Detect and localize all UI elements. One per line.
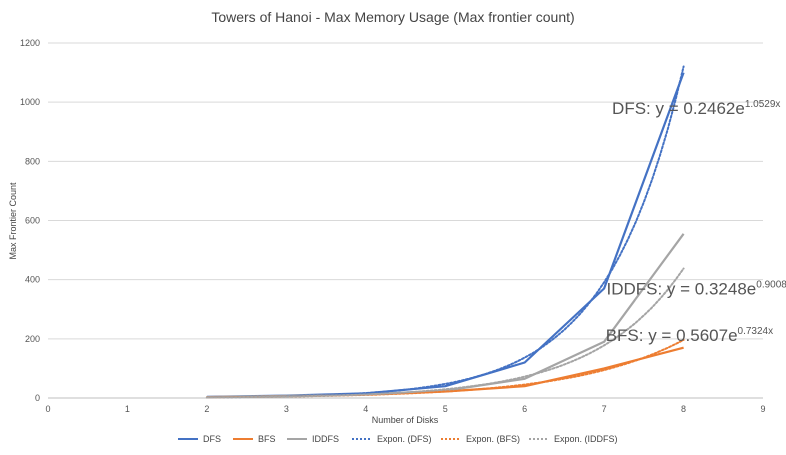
x-tick-label: 5: [443, 404, 448, 414]
x-tick-label: 7: [602, 404, 607, 414]
series-line-iddfs: [206, 233, 685, 399]
y-tick-label: 400: [25, 275, 40, 285]
legend: DFS BFS IDDFS Expon. (DFS) Expon. (BFS) Expon…: [178, 434, 618, 444]
x-tick-label: 4: [363, 404, 368, 414]
legend-label: Expon. (DFS): [377, 434, 432, 444]
chart-title: Towers of Hanoi - Max Memory Usage (Max …: [211, 9, 574, 25]
legend-label: IDDFS: [312, 434, 339, 444]
trend-equation-dfs: DFS: y = 0.2462e1.0529x: [612, 99, 780, 118]
y-tick-label: 600: [25, 216, 40, 226]
y-tick-label: 1200: [20, 38, 40, 48]
trend-equation-text: BFS: y = 0.5607e: [606, 326, 738, 345]
x-tick-label: 1: [125, 404, 130, 414]
x-tick-label: 0: [45, 404, 50, 414]
trend-equation-exponent: 0.7324x: [738, 326, 774, 337]
trend-equation-exponent: 0.9008x: [756, 279, 786, 290]
y-tick-label: 200: [25, 334, 40, 344]
y-tick-label: 0: [35, 393, 40, 403]
tick-labels: 0 200 400 600 800 1000 1200 0 1 2 3 4 5 6 7 8 9: [20, 38, 766, 414]
x-axis-label: Number of Disks: [372, 415, 439, 425]
x-tick-label: 6: [522, 404, 527, 414]
legend-label: Expon. (IDDFS): [554, 434, 618, 444]
trendline-equations: DFS: y = 0.2462e1.0529x IDDFS: y = 0.3248…: [606, 99, 786, 345]
trend-equation-text: DFS: y = 0.2462e: [612, 99, 745, 118]
legend-label: Expon. (BFS): [466, 434, 520, 444]
x-tick-label: 2: [204, 404, 209, 414]
y-tick-label: 800: [25, 156, 40, 166]
trend-equation-iddfs: IDDFS: y = 0.3248e0.9008x: [606, 279, 786, 298]
legend-label: BFS: [258, 434, 276, 444]
series-line-dfs: [206, 72, 685, 398]
y-tick-label: 1000: [20, 97, 40, 107]
x-tick-label: 9: [760, 404, 765, 414]
trend-equation-exponent: 1.0529x: [745, 99, 781, 110]
y-axis-label: Max Frontier Count: [8, 182, 18, 260]
trend-equation-text: IDDFS: y = 0.3248e: [606, 279, 756, 298]
series-line-expon-iddfs: [205, 267, 685, 399]
series-lines: [205, 65, 685, 399]
x-tick-label: 8: [681, 404, 686, 414]
gridlines: [48, 42, 763, 399]
x-tick-label: 3: [284, 404, 289, 414]
legend-label: DFS: [203, 434, 221, 444]
trend-equation-bfs: BFS: y = 0.5607e0.7324x: [606, 326, 773, 345]
